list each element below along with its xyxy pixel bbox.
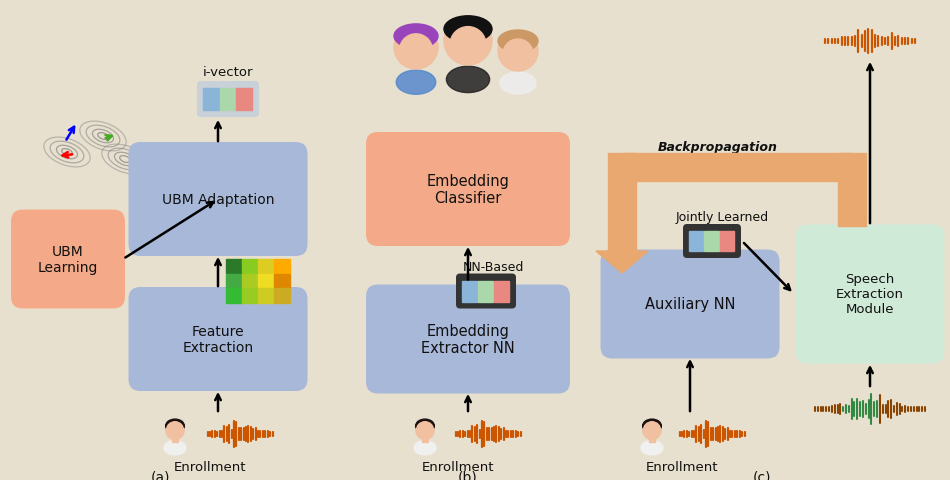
Bar xyxy=(219,89,236,111)
Ellipse shape xyxy=(414,441,436,455)
Bar xyxy=(422,437,428,442)
Circle shape xyxy=(498,32,538,72)
Bar xyxy=(258,260,274,274)
Ellipse shape xyxy=(416,419,434,433)
Text: Feature
Extraction: Feature Extraction xyxy=(182,324,254,354)
Bar xyxy=(172,437,178,442)
Circle shape xyxy=(643,422,660,439)
Bar xyxy=(226,289,241,303)
Bar xyxy=(622,154,852,181)
Bar xyxy=(704,231,718,252)
FancyBboxPatch shape xyxy=(366,285,570,394)
FancyBboxPatch shape xyxy=(795,225,944,364)
Text: Embedding
Classifier: Embedding Classifier xyxy=(427,173,509,206)
Text: Enrollment: Enrollment xyxy=(646,460,718,473)
Circle shape xyxy=(503,40,533,70)
FancyBboxPatch shape xyxy=(456,274,516,309)
Text: Backpropagation: Backpropagation xyxy=(658,141,778,154)
Bar xyxy=(274,260,290,274)
Text: (a): (a) xyxy=(150,470,170,480)
Circle shape xyxy=(400,35,432,68)
Bar xyxy=(720,231,734,252)
Text: Jointly Learned: Jointly Learned xyxy=(675,211,769,224)
Ellipse shape xyxy=(165,419,184,433)
Polygon shape xyxy=(596,252,648,274)
Text: UBM Adaptation: UBM Adaptation xyxy=(162,192,275,206)
Bar xyxy=(608,154,636,252)
Circle shape xyxy=(166,422,183,439)
Ellipse shape xyxy=(642,419,661,433)
Bar xyxy=(689,231,703,252)
Bar xyxy=(478,281,493,302)
Bar xyxy=(258,274,274,288)
Text: NN-Based: NN-Based xyxy=(463,261,523,274)
Bar xyxy=(242,260,257,274)
Bar xyxy=(274,274,290,288)
Bar xyxy=(838,154,866,227)
Bar xyxy=(226,260,241,274)
Circle shape xyxy=(444,18,492,66)
Ellipse shape xyxy=(396,71,436,95)
Text: (b): (b) xyxy=(458,470,478,480)
Text: Enrollment: Enrollment xyxy=(174,460,246,473)
Ellipse shape xyxy=(500,73,536,95)
Text: i-vector: i-vector xyxy=(202,65,254,78)
Bar xyxy=(274,289,290,303)
Bar xyxy=(237,89,252,111)
FancyBboxPatch shape xyxy=(683,225,741,258)
Text: UBM
Learning: UBM Learning xyxy=(38,244,98,275)
Text: Auxiliary NN: Auxiliary NN xyxy=(645,297,735,312)
Circle shape xyxy=(166,421,184,440)
Ellipse shape xyxy=(164,441,186,455)
FancyBboxPatch shape xyxy=(366,133,570,247)
Bar xyxy=(226,274,241,288)
Circle shape xyxy=(450,27,486,63)
Bar xyxy=(494,281,509,302)
FancyBboxPatch shape xyxy=(600,250,780,359)
Circle shape xyxy=(643,421,661,440)
Ellipse shape xyxy=(394,25,438,49)
FancyBboxPatch shape xyxy=(197,82,259,118)
Ellipse shape xyxy=(498,31,538,53)
Text: (c): (c) xyxy=(752,470,771,480)
Circle shape xyxy=(416,422,433,439)
Text: Embedding
Extractor NN: Embedding Extractor NN xyxy=(421,323,515,356)
FancyBboxPatch shape xyxy=(11,210,125,309)
FancyBboxPatch shape xyxy=(128,143,308,256)
Bar xyxy=(462,281,477,302)
Text: Enrollment: Enrollment xyxy=(422,460,494,473)
FancyBboxPatch shape xyxy=(128,288,308,391)
Ellipse shape xyxy=(446,67,489,94)
Ellipse shape xyxy=(641,441,663,455)
Bar xyxy=(258,289,274,303)
Bar xyxy=(649,437,655,442)
Circle shape xyxy=(416,421,434,440)
Bar xyxy=(203,89,218,111)
Circle shape xyxy=(394,26,438,70)
Text: Speech
Extraction
Module: Speech Extraction Module xyxy=(836,273,904,316)
Bar xyxy=(242,274,257,288)
Ellipse shape xyxy=(444,17,492,43)
Bar xyxy=(242,289,257,303)
